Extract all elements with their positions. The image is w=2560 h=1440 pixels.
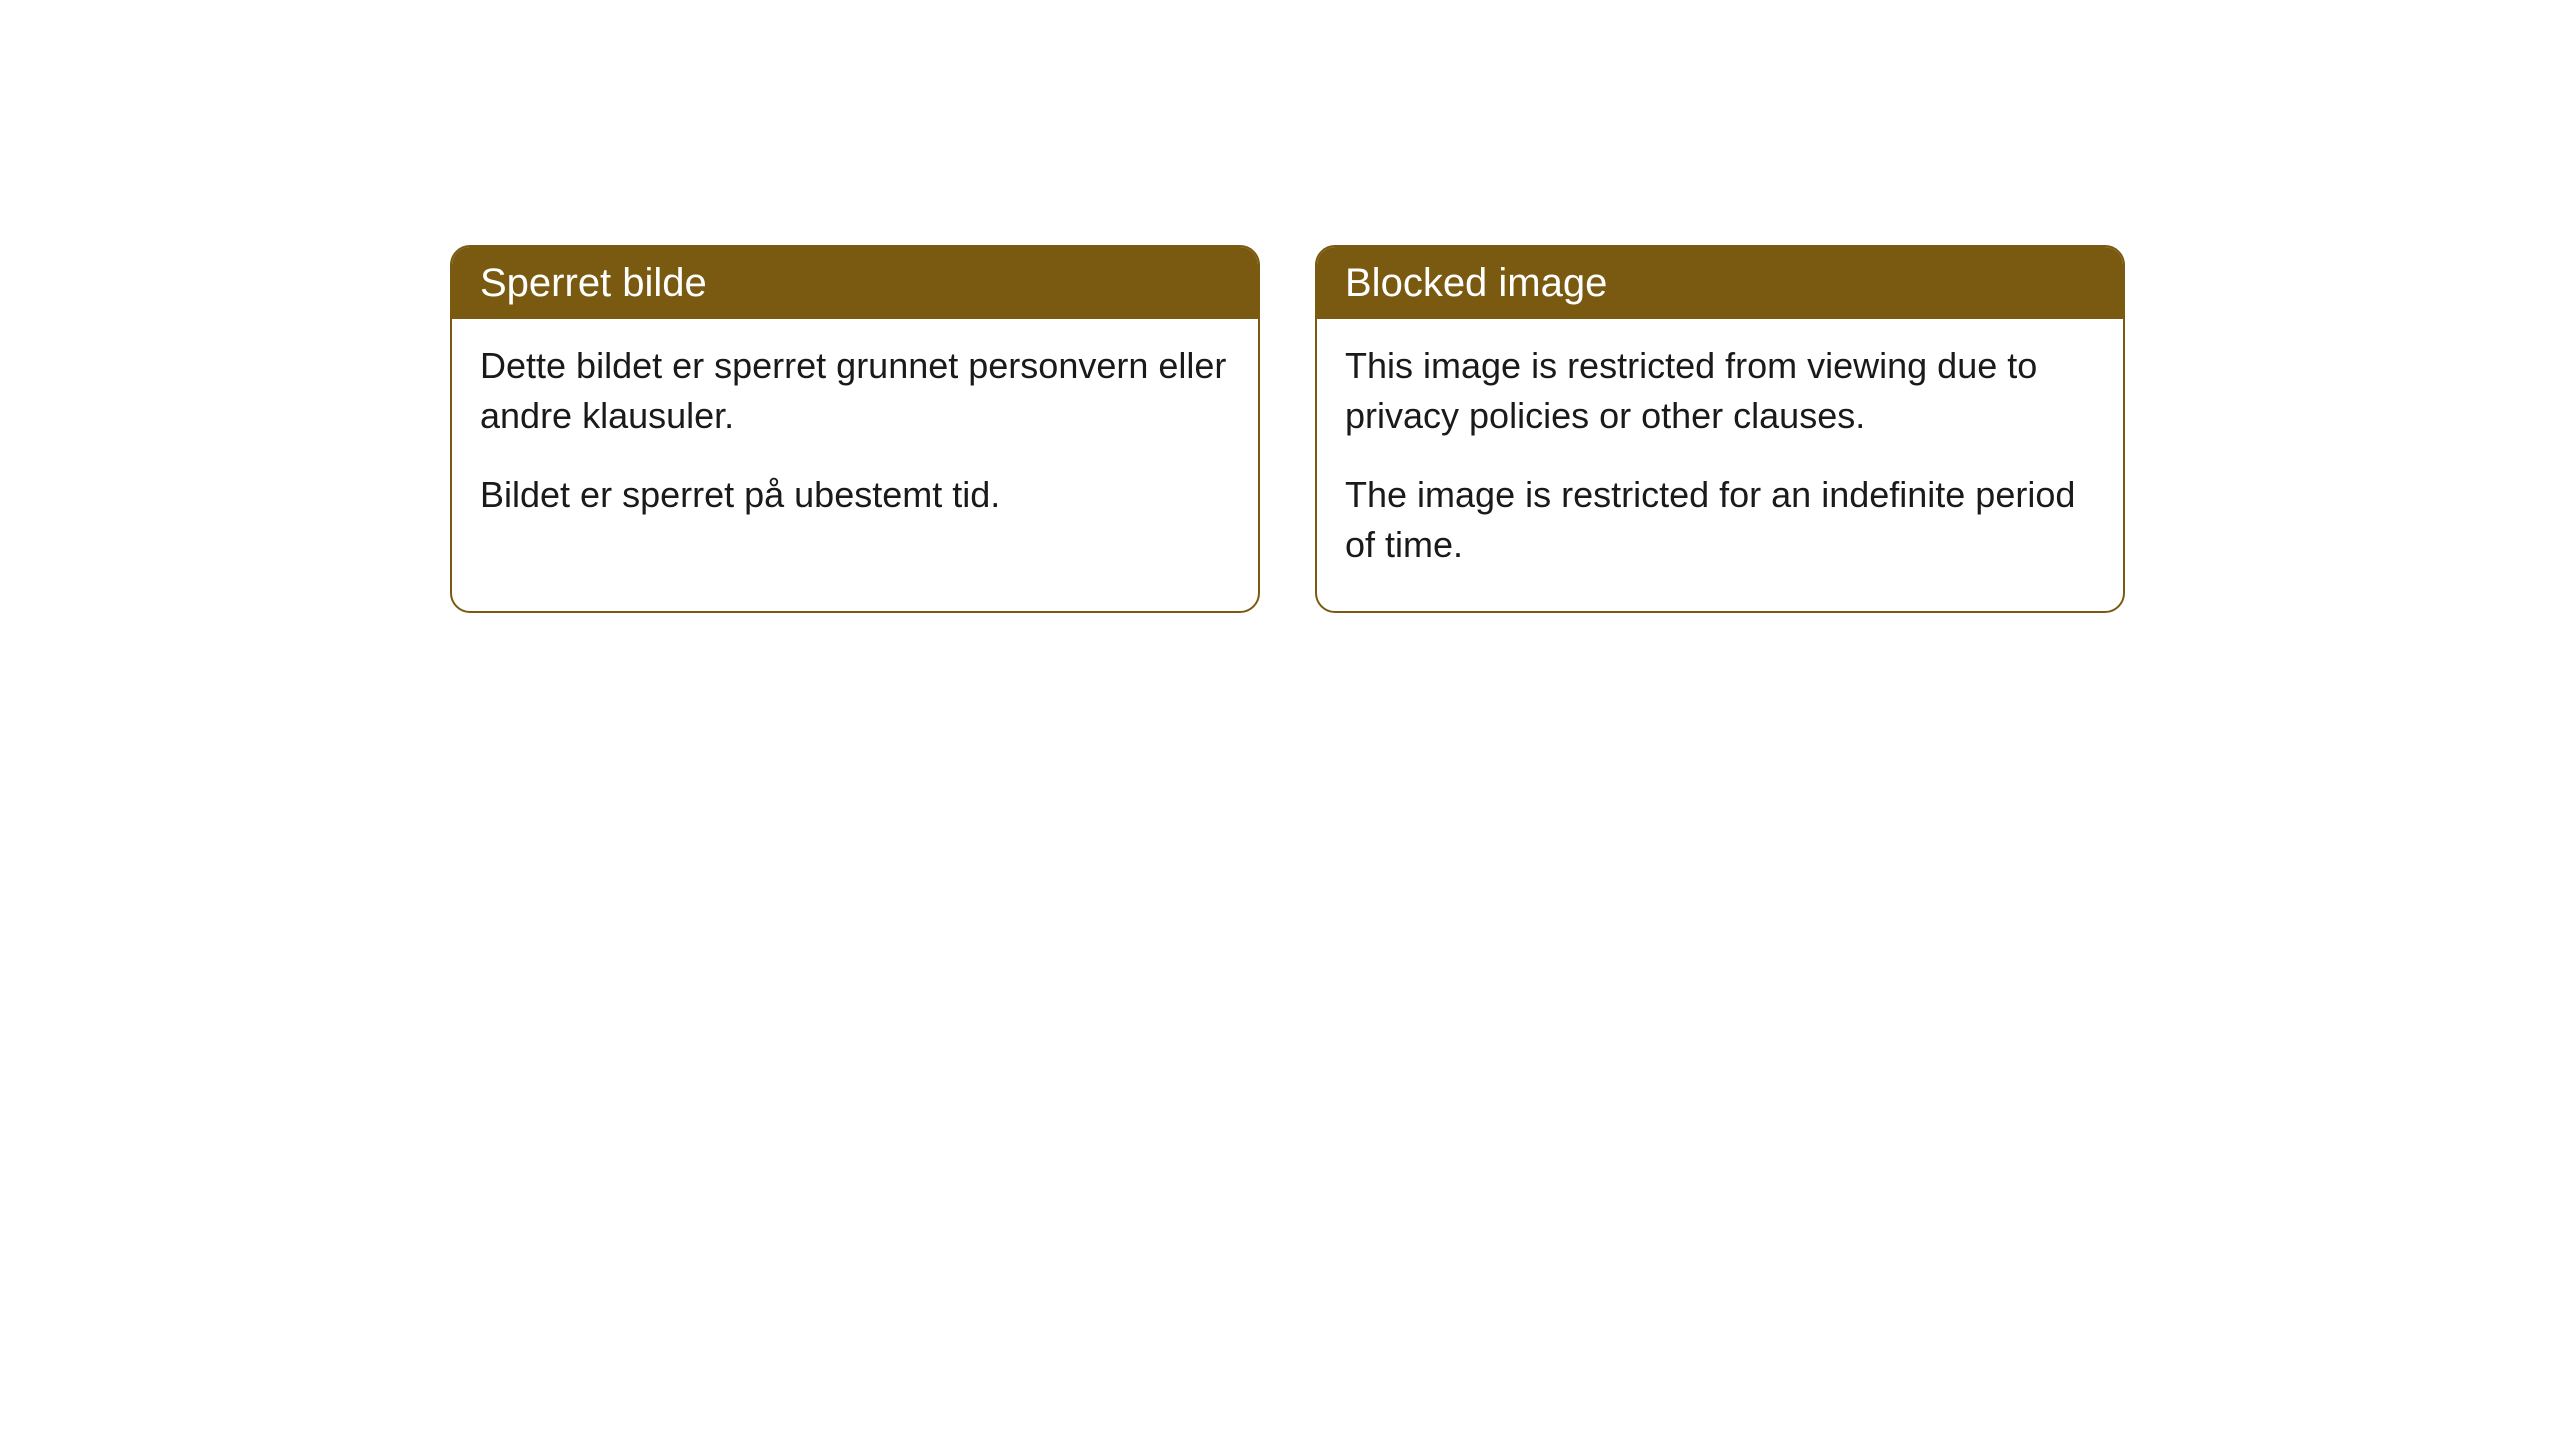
blocked-image-card-norwegian: Sperret bilde Dette bildet er sperret gr… (450, 245, 1260, 613)
blocked-image-card-english: Blocked image This image is restricted f… (1315, 245, 2125, 613)
card-header: Sperret bilde (452, 247, 1258, 319)
card-header: Blocked image (1317, 247, 2123, 319)
card-paragraph-2: Bildet er sperret på ubestemt tid. (480, 470, 1230, 520)
card-title: Sperret bilde (480, 261, 707, 305)
card-paragraph-1: This image is restricted from viewing du… (1345, 341, 2095, 442)
card-body: Dette bildet er sperret grunnet personve… (452, 319, 1258, 560)
card-body: This image is restricted from viewing du… (1317, 319, 2123, 611)
card-title: Blocked image (1345, 261, 1607, 305)
notice-cards-container: Sperret bilde Dette bildet er sperret gr… (450, 245, 2125, 613)
card-paragraph-1: Dette bildet er sperret grunnet personve… (480, 341, 1230, 442)
card-paragraph-2: The image is restricted for an indefinit… (1345, 470, 2095, 571)
